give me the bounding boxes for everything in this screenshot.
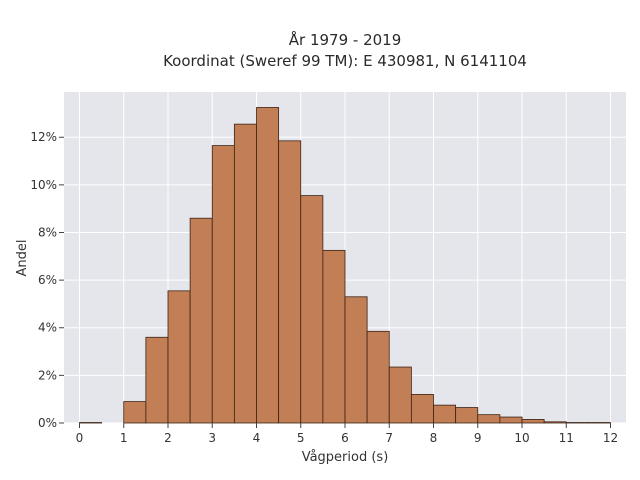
- histogram-bar: [300, 195, 324, 424]
- histogram-bar: [388, 366, 412, 424]
- x-tick-label: 6: [341, 431, 349, 445]
- histogram-bar: [123, 401, 147, 424]
- histogram-bar: [167, 290, 191, 424]
- histogram-bar: [433, 404, 457, 424]
- y-tick-label: 0%: [38, 416, 57, 430]
- x-tick-label: 2: [164, 431, 172, 445]
- histogram-bar: [233, 123, 257, 424]
- histogram-bar: [79, 422, 103, 424]
- x-axis-label: Vågperiod (s): [302, 450, 389, 465]
- y-tick-label: 10%: [30, 178, 57, 192]
- y-tick-label: 6%: [38, 273, 57, 287]
- x-tick-label: 8: [430, 431, 438, 445]
- histogram-bar: [211, 145, 235, 424]
- histogram-bar: [410, 394, 434, 424]
- histogram-bar: [587, 422, 611, 424]
- histogram-bar: [256, 107, 280, 424]
- x-tick-label: 5: [297, 431, 305, 445]
- y-tick-label: 4%: [38, 321, 57, 335]
- histogram-bar: [455, 407, 479, 424]
- y-tick-label: 8%: [38, 225, 57, 239]
- chart-title-line-2: Koordinat (Sweref 99 TM): E 430981, N 61…: [163, 52, 527, 70]
- histogram-bar: [189, 217, 213, 424]
- x-tick-label: 11: [559, 431, 574, 445]
- y-axis-label: Andel: [15, 240, 30, 277]
- histogram-bar: [543, 421, 567, 424]
- x-tick-label: 7: [385, 431, 393, 445]
- x-tick-label: 12: [603, 431, 618, 445]
- histogram-bar: [521, 419, 545, 424]
- histogram-bar: [344, 296, 368, 424]
- histogram-bar: [278, 140, 302, 424]
- x-tick-label: 9: [474, 431, 482, 445]
- histogram-bar: [565, 422, 589, 424]
- x-tick-label: 0: [76, 431, 84, 445]
- histogram-bar: [499, 416, 523, 424]
- y-axis-ticks: 0% 2% 4% 6% 8% 10% 12%: [30, 130, 64, 430]
- histogram-bar: [145, 336, 169, 424]
- x-axis-ticks: 0 1 2 3 4 5 6 7 8 9 10 11 12: [76, 423, 618, 445]
- chart-title-line-1: År 1979 - 2019: [289, 30, 402, 49]
- histogram-bars: [79, 107, 611, 424]
- x-tick-label: 1: [120, 431, 128, 445]
- y-tick-label: 12%: [30, 130, 57, 144]
- x-tick-label: 3: [208, 431, 216, 445]
- histogram-bar: [366, 330, 390, 424]
- histogram-bar: [477, 414, 501, 424]
- y-tick-label: 2%: [38, 368, 57, 382]
- x-tick-label: 4: [253, 431, 261, 445]
- x-tick-label: 10: [514, 431, 529, 445]
- histogram-bar: [322, 249, 346, 424]
